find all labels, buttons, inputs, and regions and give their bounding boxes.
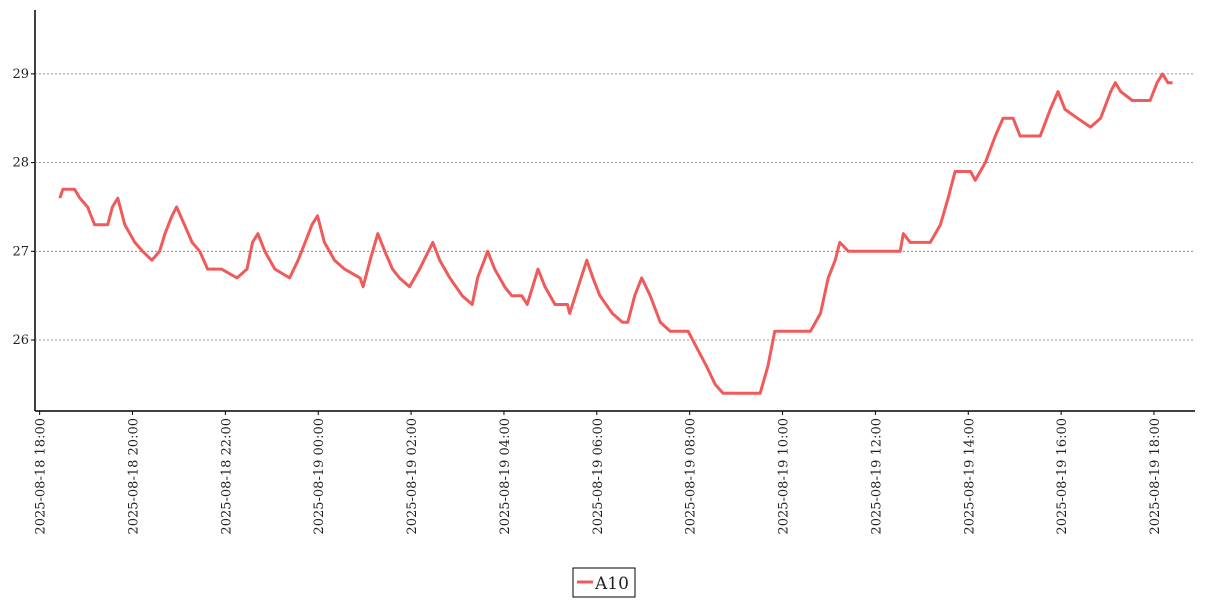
x-tick-label: 2025-08-19 02:00 xyxy=(405,418,420,535)
x-tick-label: 2025-08-19 12:00 xyxy=(869,418,884,535)
x-tick-label: 2025-08-19 10:00 xyxy=(777,418,792,535)
y-tick-label: 28 xyxy=(12,156,29,171)
x-tick-label: 2025-08-19 16:00 xyxy=(1055,418,1070,535)
x-tick-label: 2025-08-18 22:00 xyxy=(219,418,234,535)
x-tick-label: 2025-08-19 04:00 xyxy=(498,418,513,535)
legend-label: A10 xyxy=(594,574,629,594)
y-tick-label: 26 xyxy=(12,333,29,348)
x-tick-label: 2025-08-18 18:00 xyxy=(34,418,49,535)
x-tick-label: 2025-08-19 18:00 xyxy=(1148,418,1163,535)
x-tick-label: 2025-08-19 14:00 xyxy=(962,418,977,535)
y-tick-label: 27 xyxy=(12,244,29,259)
x-tick-label: 2025-08-19 00:00 xyxy=(312,418,327,535)
x-tick-label: 2025-08-19 06:00 xyxy=(591,418,606,535)
data-line xyxy=(58,72,1173,395)
y-tick-label: 29 xyxy=(12,67,29,82)
x-tick-label: 2025-08-19 08:00 xyxy=(684,418,699,535)
x-tick-label: 2025-08-18 20:00 xyxy=(127,418,142,535)
